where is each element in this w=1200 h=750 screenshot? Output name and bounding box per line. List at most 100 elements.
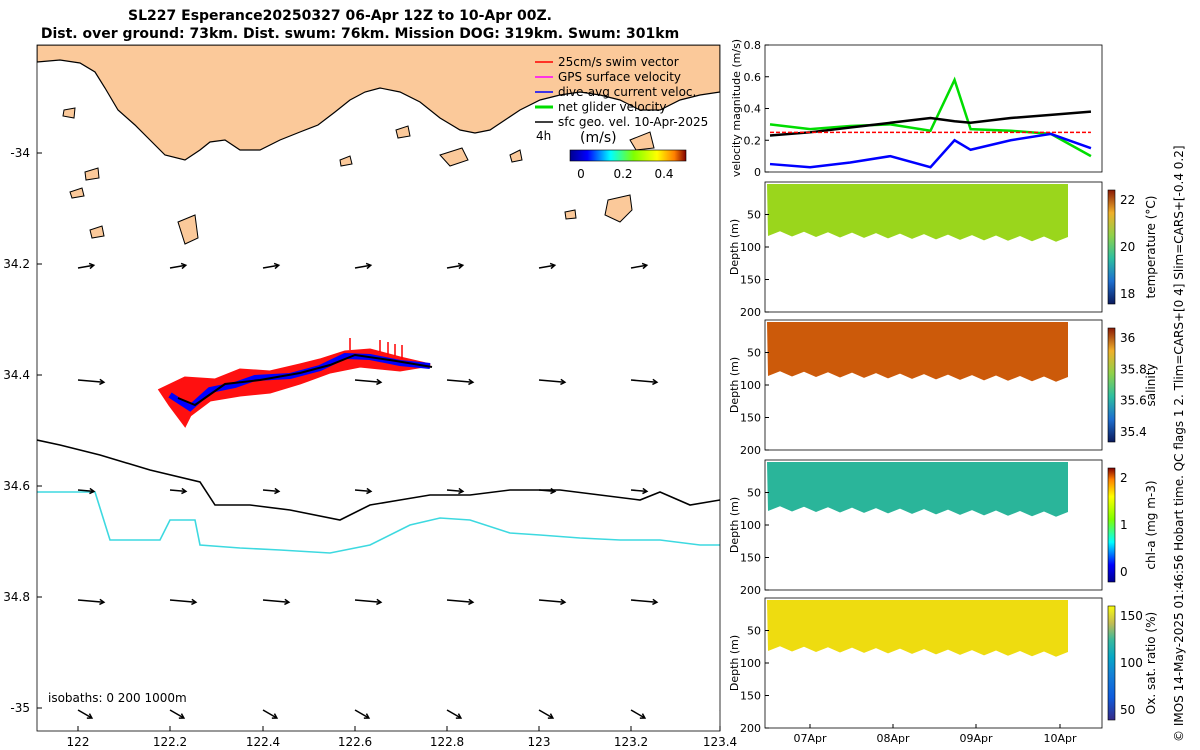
section-data: [767, 462, 1068, 517]
time-tick-label: 09Apr: [959, 732, 993, 745]
geo-arrow-head: [191, 598, 198, 606]
velocity-ytick-label: 0.6: [744, 71, 762, 84]
colorbar-title: temperature (°C): [1144, 196, 1158, 299]
lat-tick-label: 34.8: [3, 590, 30, 604]
geo-arrow-head: [455, 713, 463, 719]
geo-arrow-head: [560, 598, 567, 606]
geo-arrow: [630, 709, 646, 719]
colorbar-tick: 0: [577, 167, 585, 181]
geo-arrow: [630, 599, 657, 604]
depth-tick-label: 50: [747, 487, 761, 500]
geo-arrow-head: [741, 599, 745, 604]
geo-arrow: [262, 264, 279, 269]
lon-tick-label: 122.4: [246, 735, 280, 749]
geostrophic-velocity-arrows: [77, 262, 745, 719]
velocity-series-swim-speed: [769, 110, 1092, 137]
depth-tick-label: 100: [740, 379, 761, 392]
section-data: [767, 600, 1068, 657]
geo-arrow: [538, 489, 556, 493]
geo-arrow: [538, 709, 554, 719]
isobath-200m: [37, 439, 720, 521]
geo-arrow-head: [181, 487, 188, 495]
colorbar-title: chl-a (mg m-3): [1144, 480, 1158, 569]
geo-arrow-head: [547, 713, 555, 719]
geo-arrow-head: [458, 487, 465, 495]
geo-arrow: [262, 599, 289, 604]
geo-arrow: [169, 709, 185, 719]
geo-arrow-head: [99, 378, 106, 386]
geo-arrow: [446, 709, 462, 719]
geo-arrow-head: [365, 262, 373, 270]
colorbar-title: salinity: [1144, 363, 1158, 406]
depth-tick-label: 150: [740, 412, 761, 425]
lon-tick-label: 122.2: [153, 735, 187, 749]
depth-tick-label: 50: [747, 209, 761, 222]
geo-arrow-head: [274, 487, 281, 495]
geo-arrow: [169, 489, 187, 493]
colorbar-tick-label: 36: [1120, 331, 1135, 345]
colorbar-tick-label: 2: [1120, 471, 1128, 485]
time-axis: 07Apr 08Apr 09Apr 10Apr: [793, 724, 1077, 745]
geo-arrow-head: [549, 262, 557, 270]
depth-tick-label: 100: [740, 241, 761, 254]
geo-arrow: [77, 709, 93, 719]
colorbar-title: Ox. sat. ratio (%): [1144, 612, 1158, 714]
lon-tick-label: 122.8: [430, 735, 464, 749]
depth-tick-label: 150: [740, 274, 761, 287]
geo-arrow-head: [550, 487, 557, 495]
colorbar-tick-label: 35.8: [1120, 362, 1147, 376]
geo-arrow-head: [376, 598, 383, 606]
geo-arrow: [354, 709, 370, 719]
depth-ylabel: Depth (m): [728, 357, 741, 413]
geo-arrow-head: [88, 262, 96, 270]
geo-arrow: [630, 264, 647, 269]
speed-colorbar: [569, 149, 687, 162]
depth-tick-label: 100: [740, 519, 761, 532]
lat-tick-label: -34: [10, 146, 30, 160]
depth-tick-label: 200: [740, 306, 761, 319]
velocity-series-dive-avg-current: [769, 132, 1092, 169]
legend-label: dive-avg current veloc.: [558, 85, 696, 99]
lat-tick-label: -35: [10, 701, 30, 715]
geo-arrow-head: [99, 598, 106, 606]
velocity-ytick-label: 0.4: [744, 103, 762, 116]
lon-tick-label: 123.2: [614, 735, 648, 749]
depth-tick-label: 100: [740, 657, 761, 670]
legend-label: sfc geo. vel. 10-Apr-2025: [558, 115, 708, 129]
lat-tick-label: 34.2: [3, 257, 30, 271]
geo-arrow-head: [468, 378, 475, 386]
geo-arrow: [719, 710, 720, 711]
time-tick-label: 10Apr: [1043, 732, 1077, 745]
section-panel-1: 50 100 150 200 Depth (m) 18 20 22 temperature (°…: [728, 181, 1158, 319]
section-colorbar: [1107, 467, 1116, 583]
depth-tick-label: 150: [740, 690, 761, 703]
time-tick-label: 08Apr: [876, 732, 910, 745]
geo-arrow: [354, 489, 372, 493]
coastline-land: [37, 45, 720, 161]
geo-arrow: [354, 379, 381, 384]
section-colorbar: [1107, 189, 1116, 305]
geo-arrow: [262, 709, 278, 719]
imos-credit: © IMOS 14-May-2025 01:46:56 Hobart time.…: [1172, 145, 1186, 742]
geo-arrow-head: [178, 713, 186, 719]
section-data: [767, 322, 1068, 382]
time-tick-label: 07Apr: [793, 732, 827, 745]
section-panel-3: 50 100 150 200 Depth (m) 0 1 2 chl-a (mg m-3): [728, 459, 1158, 597]
geo-arrow: [169, 264, 186, 269]
legend-label: net glider velocity: [558, 100, 666, 114]
lat-tick-label: 34.6: [3, 479, 30, 493]
geo-arrow: [538, 599, 565, 604]
geo-arrow-head: [652, 598, 659, 606]
velocity-ytick-label: 0.2: [744, 134, 762, 147]
section-data: [767, 184, 1068, 242]
geo-arrow: [630, 489, 648, 493]
depth-tick-label: 200: [740, 444, 761, 457]
map-frame: [36, 44, 721, 732]
colorbar-tick-label: 1: [1120, 518, 1128, 532]
geo-arrow-head: [639, 713, 647, 719]
geo-arrow: [354, 264, 371, 269]
